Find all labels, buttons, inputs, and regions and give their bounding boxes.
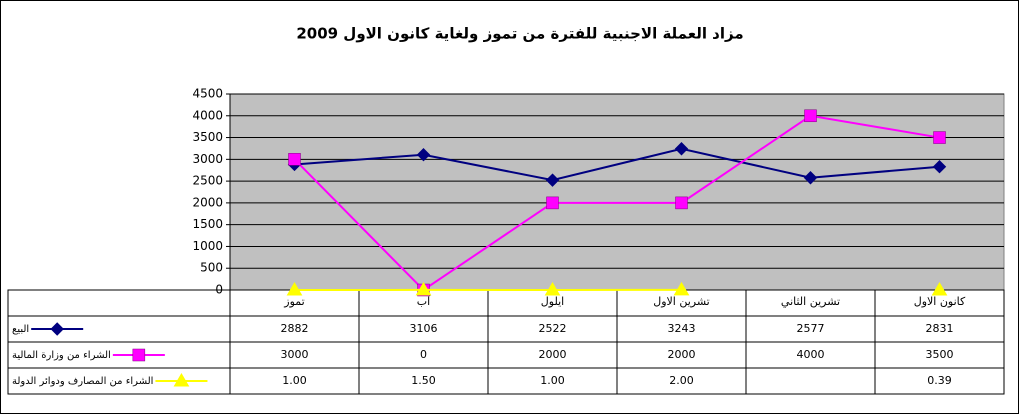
table-value: 1.00 <box>282 374 307 387</box>
x-tick-label: تشرين الثاني <box>781 295 840 308</box>
table-value: 2522 <box>539 322 567 335</box>
marker <box>673 281 690 296</box>
table-value: 0.39 <box>927 374 952 387</box>
marker <box>804 109 817 123</box>
marker <box>931 281 948 296</box>
marker <box>288 153 301 166</box>
marker <box>286 281 303 296</box>
marker <box>675 196 688 210</box>
x-tick-label: كانون الاول <box>914 295 966 308</box>
y-tick-label: 4000 <box>192 108 223 122</box>
chart-title: مزاد العملة الاجنبية للفترة من تموز ولغا… <box>296 25 743 43</box>
marker <box>415 281 432 296</box>
legend-marker <box>50 322 64 336</box>
table-value: 3000 <box>281 348 309 361</box>
table-value: 1.50 <box>411 374 436 387</box>
table-value: 1.00 <box>540 374 565 387</box>
y-tick-label: 3000 <box>192 152 223 166</box>
legend-label: البيع <box>12 324 29 335</box>
table-value: 3243 <box>668 322 696 335</box>
y-tick-label: 2000 <box>192 195 223 209</box>
marker <box>544 281 561 296</box>
table-value: 3500 <box>926 348 954 361</box>
y-tick-label: 1000 <box>192 239 223 253</box>
series-line <box>293 114 940 292</box>
x-tick-label: ايلول <box>541 295 564 308</box>
table-value: 2.00 <box>669 374 694 387</box>
legend-label: الشراء من المصارف ودوائر الدولة <box>12 376 153 387</box>
x-tick-label: آب <box>417 294 431 308</box>
marker <box>416 148 431 162</box>
marker <box>933 131 946 144</box>
y-tick-label: 500 <box>200 261 223 275</box>
table-value: 2882 <box>281 322 309 335</box>
table-value: 2000 <box>668 348 696 361</box>
marker <box>545 173 560 187</box>
series-line <box>294 147 940 182</box>
marker <box>803 171 818 185</box>
y-tick-label: 1500 <box>192 217 223 231</box>
table-value: 4000 <box>797 348 825 361</box>
marker <box>932 159 947 174</box>
x-tick-label: تشرين الاول <box>653 295 710 308</box>
y-tick-label: 3500 <box>192 130 223 144</box>
marker <box>674 142 689 156</box>
table-value: 2577 <box>797 322 825 335</box>
y-tick-label: 4500 <box>192 87 223 101</box>
legend-marker <box>173 373 190 387</box>
legend-label: الشراء من وزارة المالية <box>12 350 111 361</box>
legend-marker <box>132 348 146 362</box>
table-value: 0 <box>420 348 427 361</box>
x-tick-label: تموز <box>283 295 304 308</box>
plot-area <box>229 93 1005 291</box>
table-value: 2831 <box>926 322 954 335</box>
y-tick-label: 2500 <box>192 174 223 188</box>
table-value: 2000 <box>539 348 567 361</box>
table-value: 3106 <box>410 322 438 335</box>
marker <box>546 196 559 210</box>
